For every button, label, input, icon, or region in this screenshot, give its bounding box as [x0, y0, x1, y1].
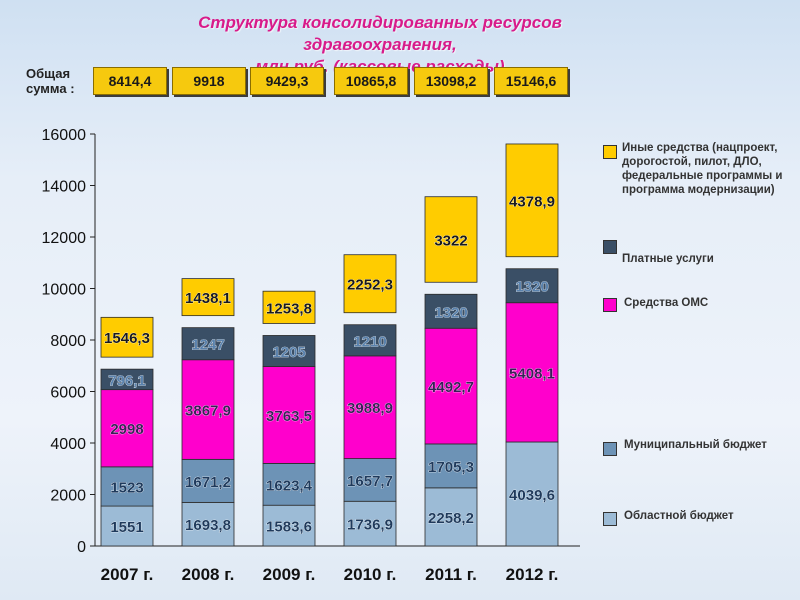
- legend-label-oms: Средства ОМС: [624, 297, 709, 309]
- bar-paid-3: [262, 335, 316, 367]
- bar-other-4: [343, 254, 397, 314]
- bar-oms-1: [100, 389, 154, 468]
- legend-swatch-municipal: [603, 442, 617, 456]
- x-tick-label: 2011 г.: [425, 565, 477, 584]
- data-label-other-3: 1253,8: [266, 300, 312, 317]
- total-box-4: 10865,8: [334, 67, 408, 95]
- data-label-other-1: 1546,3: [104, 330, 150, 347]
- legend-label-other: Иные средства (нацпроект, дорогостой, пи…: [622, 142, 783, 196]
- bar-paid-6: [505, 268, 559, 304]
- x-tick-label: 2010 г.: [344, 565, 397, 584]
- legend-label-municipal: Муниципальный бюджет: [624, 439, 767, 451]
- y-tick-label: 14000: [42, 179, 87, 196]
- bar-municipal-1: [100, 466, 154, 507]
- data-label-oblast-5: 2258,2: [428, 510, 474, 527]
- data-label-municipal-3: 1623,4: [266, 477, 313, 494]
- total-box-1: 8414,4: [93, 67, 167, 95]
- x-tick-label: 2009 г.: [263, 565, 316, 584]
- data-label-other-6: 4378,9: [509, 193, 555, 210]
- data-label-other-4: 2252,3: [347, 277, 393, 294]
- data-label-municipal-2: 1671,2: [185, 474, 231, 491]
- bar-oblast-4: [343, 500, 397, 547]
- data-label-oblast-6: 4039,6: [509, 487, 555, 504]
- legend-swatch-paid: [603, 240, 617, 254]
- chart-title-line1: Структура консолидированных ресурсов здр…: [198, 13, 562, 54]
- bar-oms-6: [505, 302, 559, 443]
- data-label-municipal-5: 1705,3: [428, 459, 474, 476]
- total-box-6: 15146,6: [494, 67, 568, 95]
- bar-other-2: [181, 278, 235, 317]
- bar-other-3: [262, 290, 316, 324]
- bar-paid-2: [181, 327, 235, 361]
- data-label-oms-4: 3988,9: [347, 400, 393, 417]
- bar-oblast-3: [262, 504, 316, 547]
- bar-oms-5: [424, 327, 478, 445]
- bar-other-5: [424, 196, 478, 283]
- bar-other-6: [505, 143, 559, 258]
- data-label-paid-2: 1247: [191, 337, 224, 354]
- total-box-5: 13098,2: [414, 67, 488, 95]
- bar-oms-3: [262, 366, 316, 464]
- data-label-oblast-3: 1583,6: [266, 519, 312, 536]
- y-tick-label: 16000: [42, 127, 87, 144]
- data-label-municipal-4: 1657,7: [347, 473, 393, 490]
- y-tick-label: 0: [77, 539, 86, 556]
- bar-paid-4: [343, 324, 397, 357]
- data-label-oms-5: 4492,7: [428, 379, 474, 396]
- data-label-oms-6: 5408,1: [509, 365, 555, 382]
- bar-oblast-2: [181, 501, 235, 547]
- data-label-paid-5: 1320: [434, 304, 467, 321]
- total-box-2: 9918: [172, 67, 246, 95]
- data-label-oms-2: 3867,9: [185, 403, 231, 420]
- bar-oms-2: [181, 359, 235, 460]
- legend-swatch-other: [603, 145, 617, 159]
- bar-municipal-3: [262, 463, 316, 506]
- data-label-oms-1: 2998: [110, 421, 143, 438]
- data-label-oms-3: 3763,5: [266, 408, 312, 425]
- y-tick-label: 10000: [42, 282, 87, 299]
- total-label: Общая сумма :: [26, 66, 75, 96]
- x-tick-label: 2007 г.: [101, 565, 154, 584]
- y-tick-label: 6000: [50, 385, 86, 402]
- data-label-paid-1: 796,1: [108, 372, 146, 389]
- legend-swatch-oms: [603, 298, 617, 312]
- x-tick-label: 2012 г.: [506, 565, 559, 584]
- data-label-other-5: 3322: [434, 232, 467, 249]
- bar-other-1: [100, 316, 154, 358]
- data-label-other-2: 1438,1: [185, 290, 231, 307]
- y-tick-label: 2000: [50, 488, 86, 505]
- bar-municipal-5: [424, 443, 478, 489]
- y-tick-label: 8000: [50, 333, 86, 350]
- data-label-oblast-1: 1551: [110, 519, 143, 536]
- bar-paid-1: [100, 368, 154, 391]
- bar-oblast-1: [100, 505, 154, 547]
- data-label-municipal-1: 1523: [110, 479, 143, 496]
- data-label-oblast-4: 1736,9: [347, 517, 393, 534]
- total-box-3: 9429,3: [250, 67, 324, 95]
- data-label-oblast-2: 1693,8: [185, 517, 231, 534]
- bar-paid-5: [424, 293, 478, 329]
- legend-label-paid: Платные услуги: [622, 253, 714, 265]
- data-label-paid-6: 1320: [515, 279, 548, 296]
- y-tick-label: 12000: [42, 230, 87, 247]
- x-tick-label: 2008 г.: [182, 565, 235, 584]
- bar-oblast-5: [424, 487, 478, 547]
- bar-oblast-6: [505, 441, 559, 547]
- bar-oms-4: [343, 355, 397, 459]
- data-label-paid-3: 1205: [272, 344, 305, 361]
- data-label-paid-4: 1210: [353, 333, 386, 350]
- y-tick-label: 4000: [50, 436, 86, 453]
- legend-label-oblast: Областной бюджет: [624, 510, 734, 522]
- legend-swatch-oblast: [603, 512, 617, 526]
